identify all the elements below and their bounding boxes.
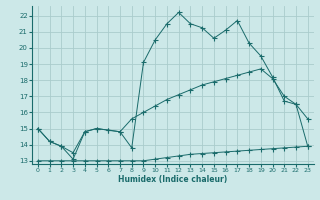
X-axis label: Humidex (Indice chaleur): Humidex (Indice chaleur) <box>118 175 228 184</box>
